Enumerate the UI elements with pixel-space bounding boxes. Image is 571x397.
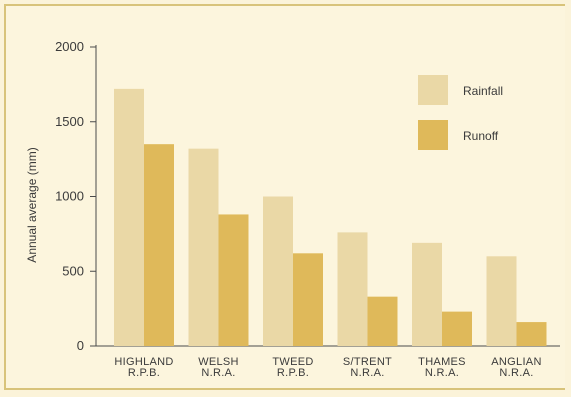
bar-rainfall <box>263 196 293 346</box>
x-tick-label: N.R.A. <box>499 367 533 379</box>
bars <box>114 88 547 347</box>
x-tick-label: TWEED <box>272 356 313 368</box>
legend: Rainfall Runoff <box>418 75 503 150</box>
x-tick-label: HIGHLAND <box>114 356 173 368</box>
bar-rainfall <box>337 232 368 346</box>
x-tick-label: R.P.B. <box>128 367 160 379</box>
bar-rainfall <box>188 148 219 346</box>
bar-rainfall <box>486 256 517 346</box>
y-tick-label: 1500 <box>55 114 84 129</box>
bar-runoff <box>442 311 472 346</box>
y-tick-label: 0 <box>77 338 84 353</box>
x-tick-label: N.R.A. <box>201 367 235 379</box>
bar-runoff <box>367 296 398 346</box>
bar-runoff <box>144 144 174 346</box>
legend-label: Runoff <box>463 129 499 143</box>
y-tick-label: 1000 <box>55 189 84 204</box>
x-tick-label: N.R.A. <box>425 367 459 379</box>
x-tick-label: WELSH <box>198 356 239 368</box>
x-tick-label: N.R.A. <box>350 367 384 379</box>
bar-rainfall <box>114 88 144 347</box>
x-tick-label: THAMES <box>418 356 466 368</box>
x-tick-label: ANGLIAN <box>491 356 541 368</box>
bar-runoff <box>293 253 323 346</box>
legend-label: Rainfall <box>463 84 503 98</box>
bar-runoff <box>516 322 547 346</box>
bar-rainfall <box>412 242 442 346</box>
y-tick-label: 500 <box>62 263 84 278</box>
legend-swatch-rainfall <box>418 75 448 105</box>
y-axis-label: Annual average (mm) <box>25 147 39 262</box>
x-tick-label: R.P.B. <box>277 367 309 379</box>
x-axis: HIGHLANDR.P.B.WELSHN.R.A.TWEEDR.P.B.S/TR… <box>114 356 541 379</box>
legend-swatch-runoff <box>418 120 448 150</box>
bar-runoff <box>218 214 249 346</box>
x-tick-label: S/TRENT <box>343 356 392 368</box>
y-tick-label: 2000 <box>55 39 84 54</box>
